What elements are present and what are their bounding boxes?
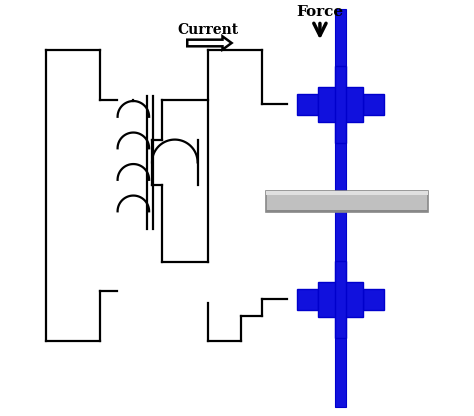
- Text: Force: Force: [296, 5, 344, 20]
- Bar: [266, 191, 428, 195]
- Bar: [297, 94, 318, 115]
- Text: Current: Current: [177, 23, 238, 37]
- Bar: [266, 210, 428, 212]
- Bar: [335, 66, 346, 143]
- Bar: [364, 289, 384, 310]
- FancyArrow shape: [187, 36, 232, 50]
- Bar: [335, 261, 346, 337]
- Bar: [318, 282, 364, 317]
- Bar: [318, 87, 364, 122]
- Bar: [335, 9, 346, 407]
- Bar: [266, 191, 428, 212]
- Bar: [297, 289, 318, 310]
- Bar: [364, 94, 384, 115]
